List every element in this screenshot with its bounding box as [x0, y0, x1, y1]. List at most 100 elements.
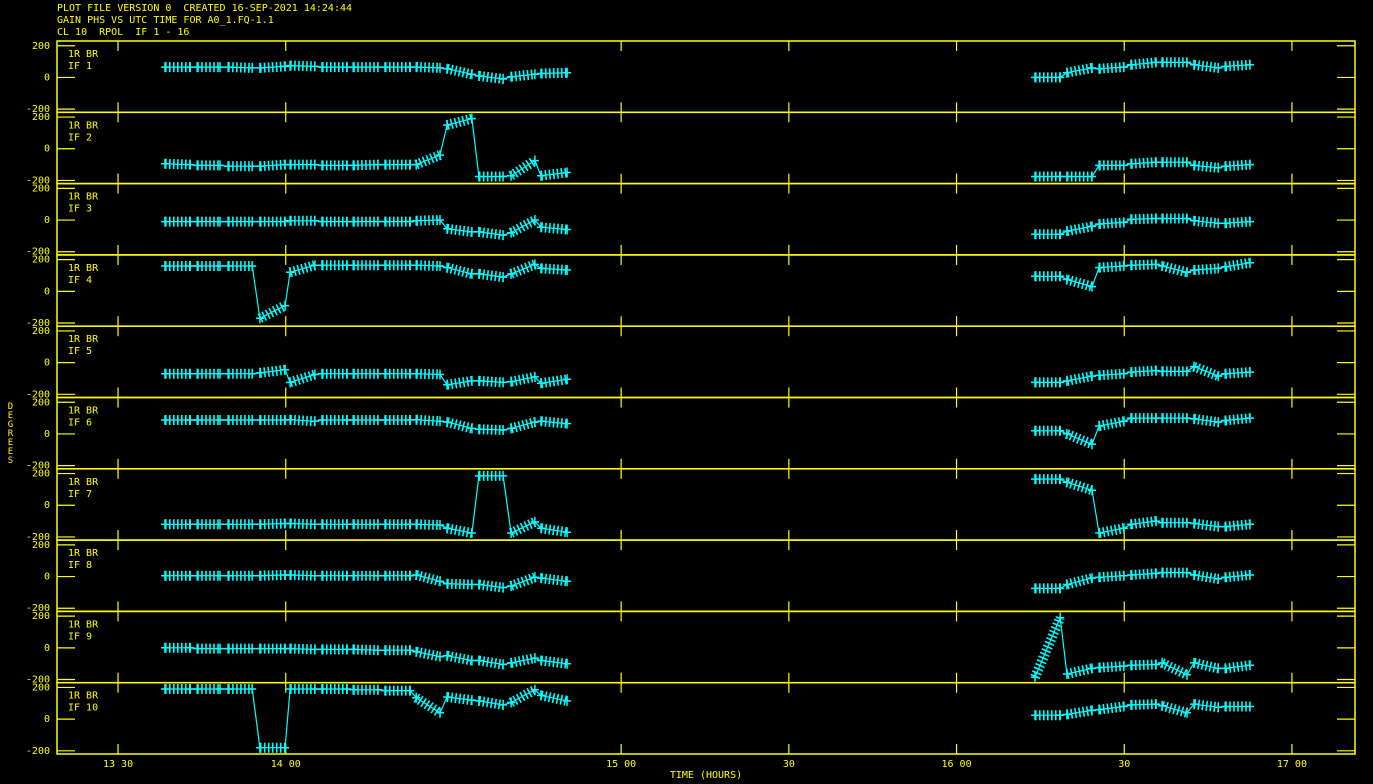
scan-ticks	[1098, 368, 1125, 381]
scan-ticks	[1224, 660, 1251, 674]
scan-ticks	[1193, 413, 1219, 428]
data-point	[443, 417, 452, 428]
data-point	[1190, 699, 1198, 710]
data-point	[216, 160, 224, 171]
scan-ticks	[1193, 59, 1219, 73]
data-point	[499, 699, 508, 710]
y-tick-label: 0	[44, 215, 50, 226]
data-point	[1031, 229, 1039, 240]
scan-ticks	[1065, 663, 1094, 679]
data-point	[1158, 261, 1167, 271]
scan-ticks	[1224, 519, 1251, 532]
scan-ticks	[413, 693, 443, 718]
data-point	[255, 161, 264, 172]
data-point	[1183, 57, 1191, 68]
data-point	[499, 74, 508, 84]
y-tick-label: 200	[32, 469, 50, 480]
data-point	[1062, 669, 1071, 679]
data-point	[537, 170, 545, 181]
data-point	[248, 161, 257, 172]
y-tick-label: -200	[26, 603, 50, 614]
data-point	[255, 313, 264, 324]
data-point	[537, 573, 545, 584]
data-point	[1246, 519, 1254, 530]
data-point	[224, 161, 233, 172]
scan-ticks	[1160, 700, 1189, 718]
data-point	[248, 415, 257, 425]
data-point	[1119, 261, 1128, 271]
data-point	[467, 69, 476, 80]
data-point	[1158, 213, 1167, 224]
data-point	[1246, 159, 1254, 170]
data-point	[1062, 477, 1071, 488]
data-point	[374, 570, 382, 581]
data-point	[1183, 517, 1191, 528]
scan-ticks	[1193, 263, 1219, 275]
data-point	[193, 62, 202, 73]
scan-ticks	[478, 226, 504, 241]
scan-ticks	[259, 518, 286, 530]
data-point	[1214, 521, 1223, 532]
data-point	[1056, 710, 1065, 721]
data-point	[467, 695, 476, 706]
scan-ticks	[1224, 367, 1251, 379]
y-tick-label: -200	[26, 675, 50, 686]
data-point	[1190, 59, 1198, 70]
x-tick-label: 13 30	[103, 759, 133, 770]
data-point	[374, 368, 382, 379]
data-point	[507, 170, 516, 181]
data-point	[412, 646, 421, 657]
data-point	[1246, 367, 1254, 378]
data-point	[467, 375, 476, 386]
data-point	[474, 424, 483, 435]
data-point	[1056, 377, 1065, 388]
data-point	[255, 742, 264, 753]
data-point	[374, 216, 382, 227]
data-point	[1190, 160, 1198, 171]
data-point	[381, 570, 389, 581]
data-point	[1056, 72, 1065, 83]
data-point	[318, 570, 326, 581]
data-point	[507, 227, 516, 238]
data-point	[381, 159, 389, 170]
data-point	[186, 368, 195, 379]
data-point	[186, 62, 195, 73]
data-point	[1056, 425, 1065, 436]
panel-name: IF 5	[68, 346, 92, 357]
data-point	[381, 216, 389, 227]
scan-ticks	[1224, 413, 1251, 426]
data-point	[1221, 663, 1230, 674]
x-axis-label: TIME (HOURS)	[670, 770, 742, 781]
scan-ticks	[540, 523, 568, 538]
data-point	[1127, 158, 1135, 169]
data-point	[224, 216, 233, 227]
data-point	[406, 645, 415, 656]
data-point	[193, 261, 202, 271]
data-point	[224, 643, 233, 654]
data-point	[563, 695, 572, 706]
data-point	[248, 684, 257, 694]
data-point	[530, 417, 539, 428]
data-point	[318, 684, 326, 694]
data-point	[474, 375, 483, 386]
data-point	[216, 261, 224, 271]
scan-ticks	[478, 375, 504, 388]
data-point	[530, 69, 539, 80]
panel-label: 1R BR	[68, 619, 99, 630]
data-point	[443, 223, 452, 234]
scan-ticks	[478, 268, 504, 283]
scan-ticks	[478, 579, 504, 593]
panel-frame	[56, 681, 1356, 755]
data-point	[1158, 567, 1167, 578]
data-point	[161, 684, 169, 694]
scan-ticks	[414, 570, 442, 587]
data-point	[1088, 371, 1096, 382]
data-point	[1246, 570, 1254, 580]
data-point	[1095, 528, 1104, 538]
data-point	[224, 261, 233, 271]
data-point	[1056, 171, 1065, 182]
scan-ticks	[508, 215, 538, 238]
data-point	[563, 265, 572, 275]
y-tick-label: 0	[44, 643, 50, 654]
scan-ticks	[540, 222, 568, 235]
